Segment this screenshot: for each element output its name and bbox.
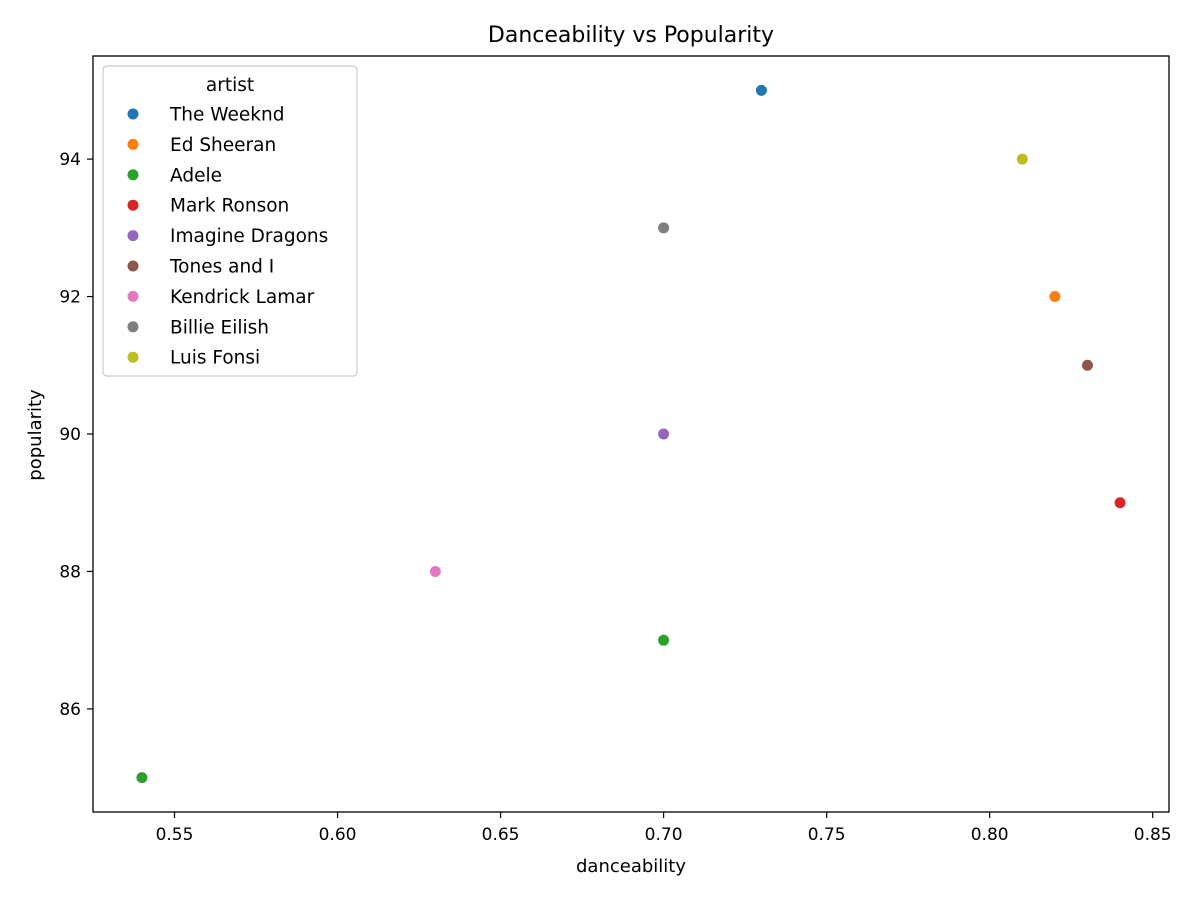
chart-title: Danceability vs Popularity [488, 23, 774, 48]
legend-marker [127, 230, 139, 242]
y-tick-label: 88 [59, 562, 81, 582]
x-tick-label: 0.65 [482, 825, 520, 845]
y-tick-label: 86 [59, 700, 81, 720]
x-axis-label: danceability [576, 856, 686, 877]
legend-entry-label: Imagine Dragons [170, 226, 328, 247]
plot-area: 0.55 0.60 0.65 0.70 0.75 0.80 0.85 86 88 90 92 94 [59, 55, 1172, 845]
x-tick-label: 0.75 [808, 825, 846, 845]
legend-entry-label: Billie Eilish [170, 317, 269, 338]
legend-marker [127, 321, 139, 333]
x-tick-label: 0.70 [645, 825, 683, 845]
legend-marker [127, 199, 139, 211]
data-point [658, 634, 670, 646]
y-tick-label: 92 [59, 288, 81, 308]
legend: artist The Weeknd Ed Sheeran Adele Mark Ron… [102, 65, 358, 377]
x-tick-label: 0.60 [319, 825, 357, 845]
data-point [136, 772, 148, 784]
y-tick-label: 90 [59, 425, 81, 445]
x-tick-label: 0.80 [971, 825, 1009, 845]
legend-entry-label: Kendrick Lamar [170, 287, 315, 308]
x-tick-label: 0.85 [1134, 825, 1172, 845]
legend-title: artist [206, 75, 254, 96]
data-point [1016, 153, 1028, 165]
data-point [658, 222, 670, 234]
legend-entry-label: Tones and I [169, 257, 274, 278]
data-point [755, 84, 767, 96]
legend-marker [127, 169, 139, 181]
data-point [658, 428, 670, 440]
x-tick-label: 0.55 [156, 825, 194, 845]
data-point [429, 565, 441, 577]
data-point [1081, 359, 1093, 371]
y-tick-label: 94 [59, 150, 81, 170]
legend-marker [127, 108, 139, 120]
legend-entry-label: The Weeknd [169, 105, 284, 126]
legend-entry-label: Ed Sheeran [170, 135, 276, 156]
y-axis-label: popularity [25, 389, 46, 481]
legend-entry-label: Adele [170, 165, 222, 186]
legend-marker [127, 260, 139, 272]
data-point [1114, 497, 1126, 509]
legend-marker [127, 351, 139, 363]
data-point [1049, 291, 1061, 303]
legend-entry-label: Luis Fonsi [170, 348, 260, 369]
legend-entry-label: Mark Ronson [170, 196, 289, 217]
legend-marker [127, 138, 139, 150]
legend-marker [127, 290, 139, 302]
legend-frame [102, 65, 358, 377]
